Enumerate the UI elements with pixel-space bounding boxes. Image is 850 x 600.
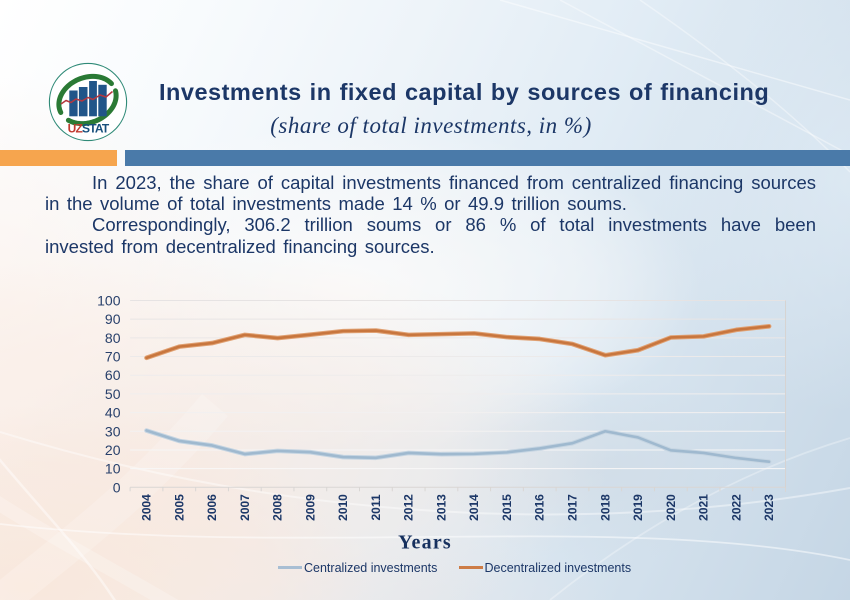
svg-text:2006: 2006 (205, 494, 219, 521)
svg-text:2010: 2010 (336, 494, 350, 521)
svg-text:2020: 2020 (664, 494, 678, 521)
svg-text:0: 0 (113, 479, 121, 495)
svg-text:50: 50 (105, 386, 121, 402)
svg-text:2008: 2008 (271, 494, 285, 521)
svg-text:2004: 2004 (140, 494, 154, 521)
svg-text:2019: 2019 (631, 494, 645, 521)
svg-text:80: 80 (105, 330, 121, 346)
svg-text:20: 20 (105, 442, 121, 458)
svg-text:2017: 2017 (566, 494, 580, 521)
svg-text:2011: 2011 (369, 494, 383, 520)
svg-text:30: 30 (105, 423, 121, 439)
svg-text:Centralized investments: Centralized investments (304, 561, 437, 575)
svg-text:UZSTAT: UZSTAT (68, 122, 110, 136)
svg-text:10: 10 (105, 461, 121, 477)
svg-text:2005: 2005 (172, 494, 186, 521)
svg-text:2021: 2021 (697, 494, 711, 521)
svg-text:2007: 2007 (238, 494, 252, 521)
svg-text:60: 60 (105, 367, 121, 383)
svg-text:90: 90 (105, 311, 121, 327)
svg-text:2012: 2012 (402, 494, 416, 521)
svg-text:2022: 2022 (729, 494, 743, 521)
svg-text:2013: 2013 (434, 494, 448, 521)
svg-text:2015: 2015 (500, 494, 514, 521)
svg-text:2014: 2014 (467, 494, 481, 521)
svg-text:2009: 2009 (303, 494, 317, 521)
svg-text:2016: 2016 (533, 494, 547, 521)
svg-text:Decentralized investments: Decentralized investments (485, 561, 632, 575)
svg-text:100: 100 (97, 293, 121, 309)
svg-text:40: 40 (105, 405, 121, 421)
svg-text:2018: 2018 (598, 494, 612, 521)
svg-text:2023: 2023 (762, 494, 776, 521)
svg-text:Years: Years (398, 532, 452, 554)
svg-text:70: 70 (105, 349, 121, 365)
